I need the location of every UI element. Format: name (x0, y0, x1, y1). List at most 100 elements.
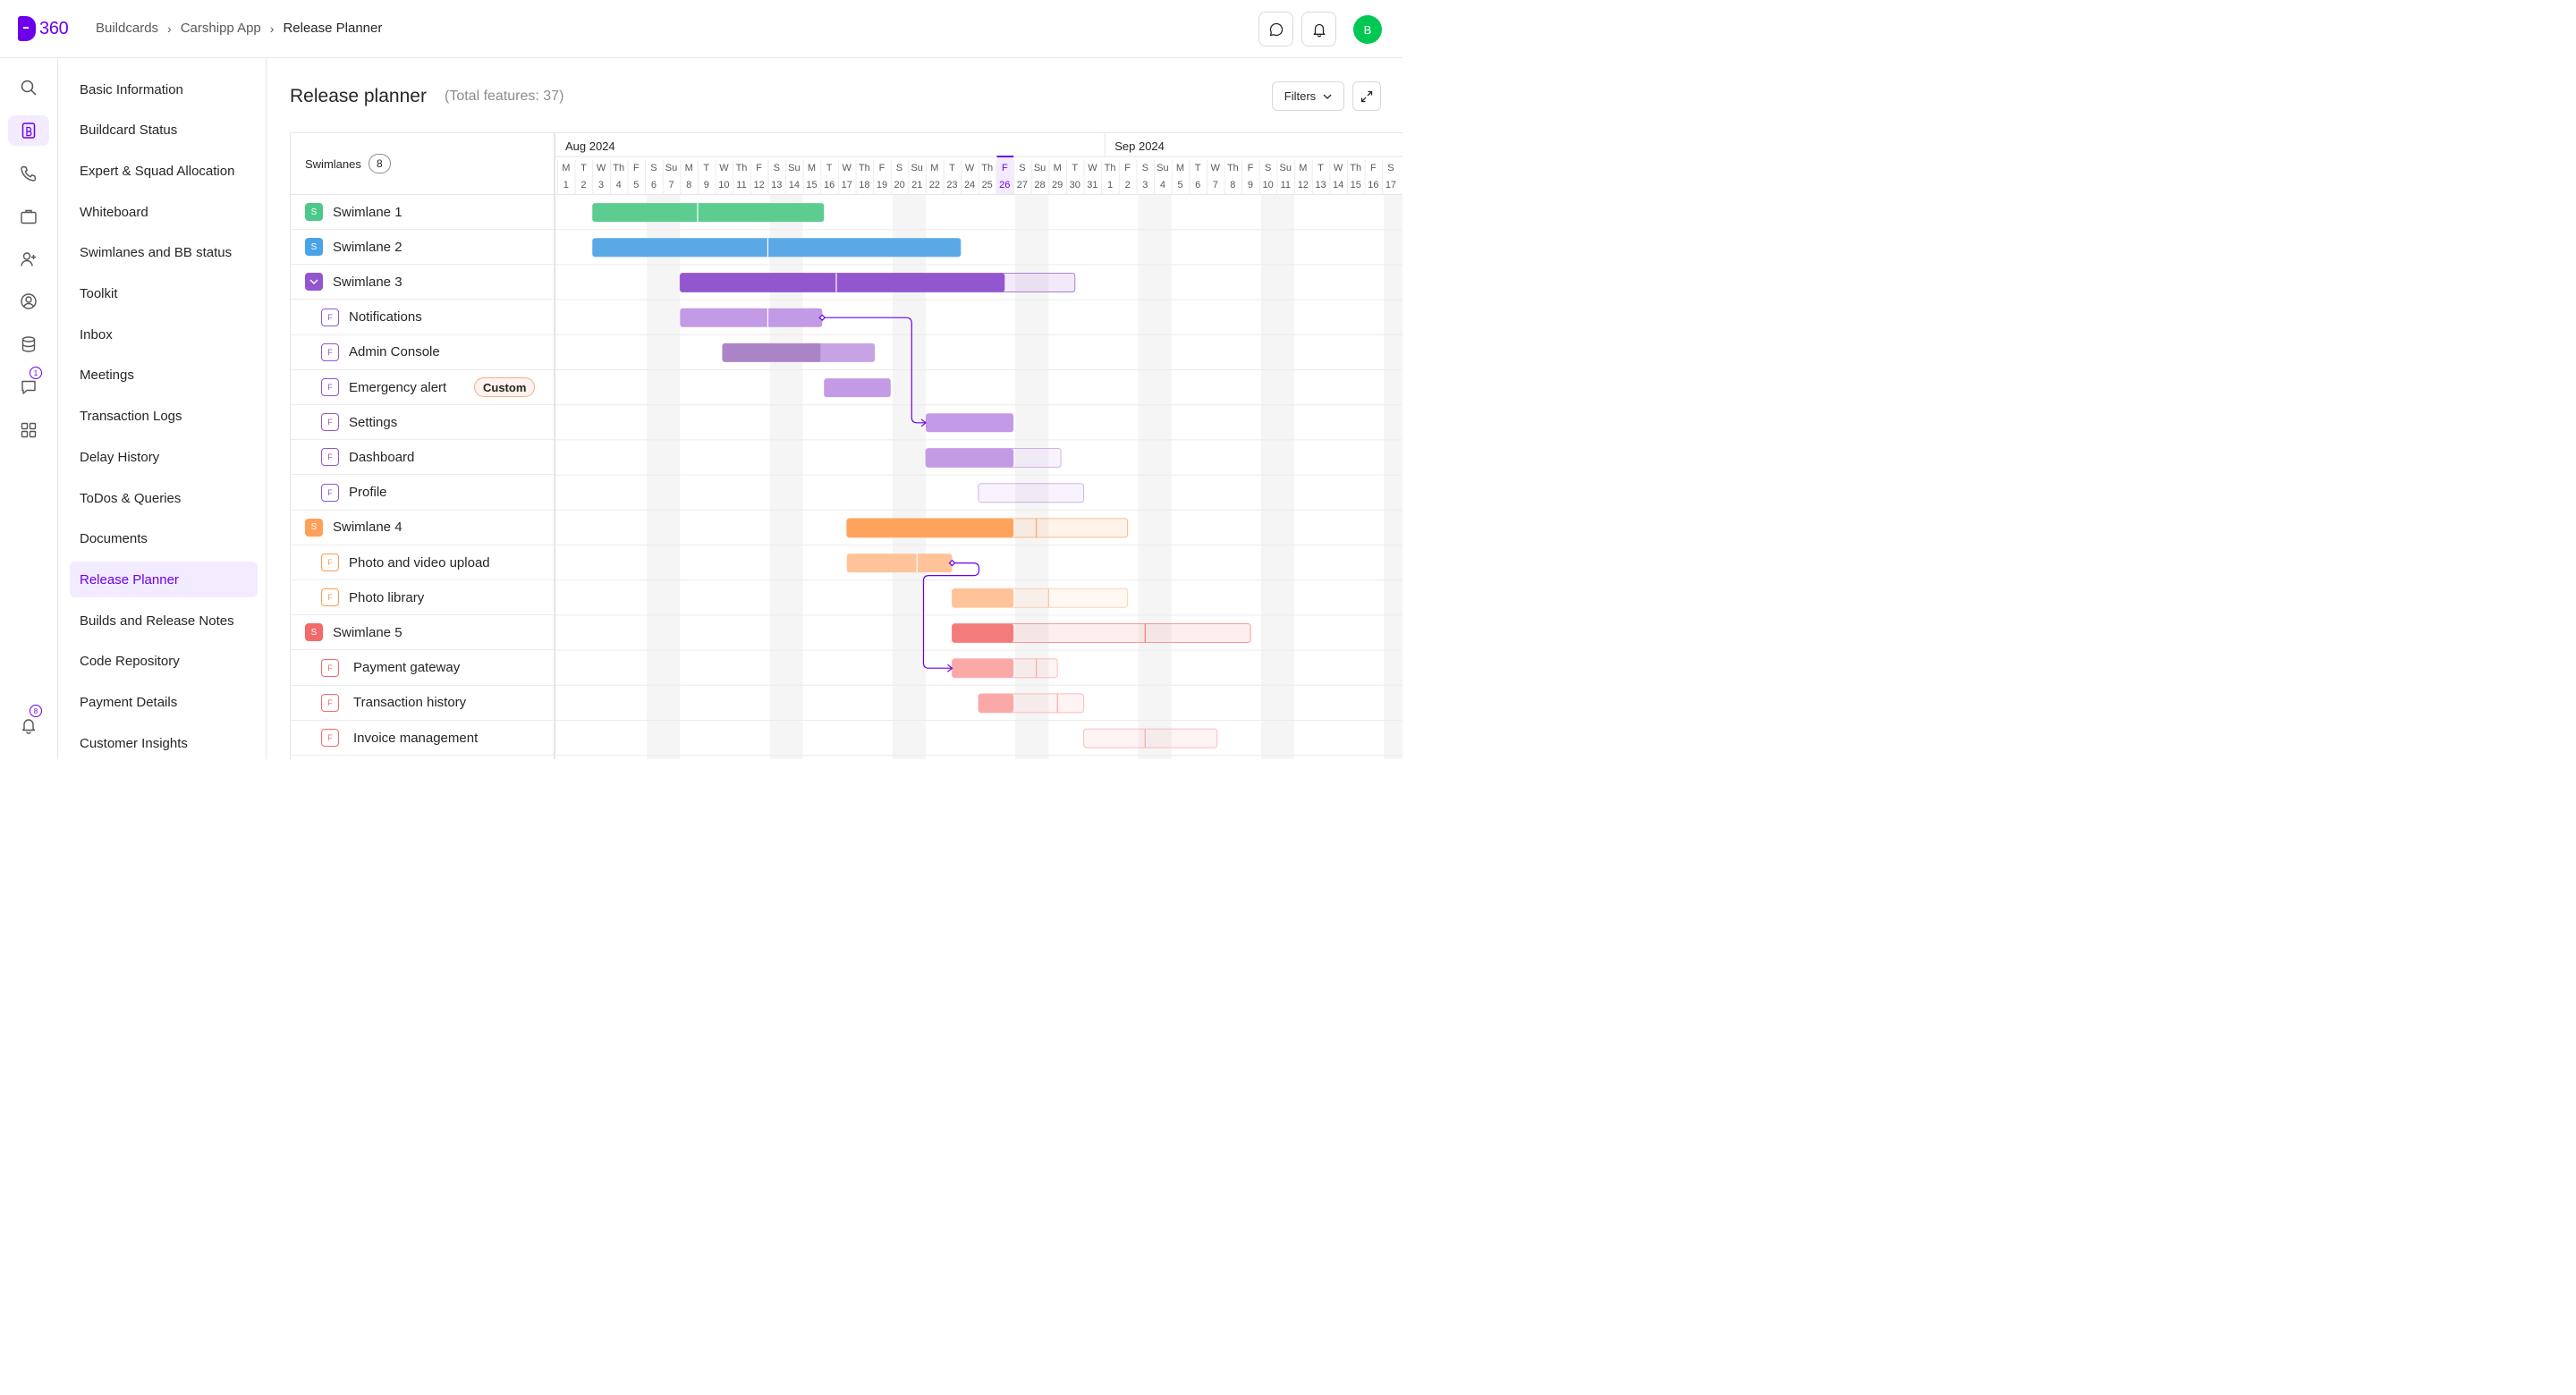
swimlane-row-swimlane-1[interactable]: S Swimlane 1 (291, 195, 554, 230)
day-number-label: 11 (736, 180, 746, 190)
feature-bar[interactable] (846, 554, 953, 573)
feature-bar[interactable] (978, 693, 1014, 713)
swimlane-row-swimlane-2[interactable]: S Swimlane 2 (291, 230, 554, 266)
feature-row-notifications[interactable]: F Notifications (291, 300, 554, 335)
day-number-label: 7 (1213, 180, 1218, 190)
day-number-label: 16 (824, 180, 835, 190)
rail-search[interactable] (8, 72, 49, 103)
row-label: Swimlane 2 (333, 239, 402, 255)
buildcard-icon (21, 123, 36, 139)
feature-row-photo-library[interactable]: F Photo library (291, 580, 554, 616)
menu-item-inbox[interactable]: Inbox (70, 317, 258, 352)
weekend-column (1138, 195, 1172, 759)
notifications-button[interactable] (1301, 12, 1336, 46)
menu-item-buildcard-status[interactable]: Buildcard Status (70, 113, 258, 148)
user-avatar[interactable]: B (1353, 15, 1382, 44)
day-number-label: 27 (1017, 180, 1028, 190)
collapse-chevron-icon[interactable] (305, 273, 323, 292)
menu-item-delay-history[interactable]: Delay History (70, 439, 258, 475)
dependency-start-diamond[interactable] (948, 559, 956, 567)
menu-item-customer-insights[interactable]: Customer Insights (70, 725, 258, 761)
feature-bar[interactable] (592, 238, 962, 258)
rail-calls[interactable] (8, 158, 49, 189)
rail-profile[interactable] (8, 286, 49, 317)
rail-apps[interactable] (8, 415, 49, 445)
feature-bar[interactable] (952, 658, 1014, 678)
weekend-column (1260, 195, 1295, 759)
menu-item-label: Documents (80, 531, 148, 547)
day-number-label: 12 (1298, 180, 1309, 190)
feature-bar-extension[interactable] (822, 342, 876, 362)
menu-item-label: Code Repository (80, 654, 180, 670)
menu-item-meetings[interactable]: Meetings (70, 358, 258, 393)
menu-item-payment-details[interactable]: Payment Details (70, 685, 258, 721)
day-number-label: 14 (789, 180, 800, 190)
weekday-label: T (949, 163, 955, 173)
month-label: Sep 2024 (1114, 140, 1165, 153)
menu-item-whiteboard[interactable]: Whiteboard (70, 194, 258, 230)
feature-bar[interactable] (952, 588, 1014, 608)
expand-button[interactable] (1352, 81, 1381, 111)
chat-button[interactable] (1258, 12, 1293, 46)
breadcrumb-item-buildcards[interactable]: Buildcards (96, 21, 159, 36)
weekday-label: M (1176, 163, 1184, 173)
menu-item-swimlanes-and-bb-status[interactable]: Swimlanes and BB status (70, 235, 258, 271)
rail-buildcard[interactable] (8, 115, 49, 146)
feature-row-transaction-history[interactable]: F Transaction history (291, 686, 554, 721)
weekday-label: M (1299, 163, 1307, 173)
menu-item-builds-and-release-notes[interactable]: Builds and Release Notes (70, 603, 258, 638)
menu-item-release-planner[interactable]: Release Planner (70, 562, 258, 598)
swimlane-row-swimlane-3[interactable]: Swimlane 3 (291, 265, 554, 300)
day-number-label: 16 (1368, 180, 1378, 190)
panel-divider[interactable] (554, 133, 555, 759)
feature-row-settings[interactable]: F Settings (291, 405, 554, 441)
swimlane-row-swimlane-5[interactable]: S Swimlane 5 (291, 615, 554, 651)
feature-row-photo-and-video-upload[interactable]: F Photo and video upload (291, 545, 554, 580)
weekend-column (1384, 195, 1402, 759)
bar-remaining-outline[interactable] (978, 483, 1085, 503)
rail-projects[interactable] (8, 201, 49, 232)
day-number-label: 11 (1281, 180, 1291, 190)
feature-bar[interactable] (926, 413, 1014, 433)
dependency-start-diamond[interactable] (818, 314, 826, 322)
menu-item-code-repository[interactable]: Code Repository (70, 644, 258, 680)
feature-row-emergency-alert[interactable]: F Emergency alert Custom (291, 370, 554, 405)
feature-row-profile[interactable]: F Profile (291, 476, 554, 511)
rail-notifications[interactable]: 8 (8, 705, 49, 740)
menu-item-transaction-logs[interactable]: Transaction Logs (70, 399, 258, 435)
menu-item-basic-information[interactable]: Basic Information (70, 72, 258, 107)
builder-logo[interactable]: 360 (18, 16, 69, 41)
feature-bar[interactable] (926, 448, 1014, 468)
menu-item-expert-squad-allocation[interactable]: Expert & Squad Allocation (70, 153, 258, 189)
weekday-label: M (808, 163, 816, 173)
rail-database[interactable] (8, 329, 49, 359)
feature-bar[interactable] (680, 308, 823, 327)
feature-bar[interactable] (592, 203, 825, 223)
dependency-arrowhead (920, 418, 927, 427)
feature-bar[interactable] (722, 342, 823, 362)
day-number-label: 24 (964, 180, 975, 190)
weekday-label: M (562, 163, 570, 173)
menu-item-toolkit[interactable]: Toolkit (70, 276, 258, 312)
menu-item-documents[interactable]: Documents (70, 521, 258, 557)
bar-remaining-outline[interactable] (1083, 728, 1218, 748)
breadcrumb-item-app[interactable]: Carshipp App (180, 21, 261, 36)
feature-bar[interactable] (952, 623, 1014, 643)
feature-bar[interactable] (824, 378, 891, 398)
day-number-label: 3 (598, 180, 604, 190)
feature-row-admin-console[interactable]: F Admin Console (291, 335, 554, 370)
feature-badge: F (321, 588, 339, 607)
feature-bar[interactable] (680, 273, 1005, 292)
day-number-label: 18 (859, 180, 869, 190)
swimlane-row-swimlane-4[interactable]: S Swimlane 4 (291, 511, 554, 545)
feature-row-dashboard[interactable]: F Dashboard (291, 440, 554, 476)
feature-row-payment-gateway[interactable]: F Payment gateway (291, 651, 554, 686)
bar-remaining-outline[interactable] (951, 623, 1251, 643)
filters-button[interactable]: Filters (1272, 81, 1344, 111)
feature-bar[interactable] (846, 518, 1014, 537)
feature-row-invoice-management[interactable]: F Invoice management (291, 721, 554, 756)
rail-add-user[interactable] (8, 244, 49, 275)
rail-chat[interactable]: 1 (8, 367, 49, 402)
feature-badge: F (321, 658, 339, 677)
menu-item-todos-queries[interactable]: ToDos & Queries (70, 480, 258, 516)
